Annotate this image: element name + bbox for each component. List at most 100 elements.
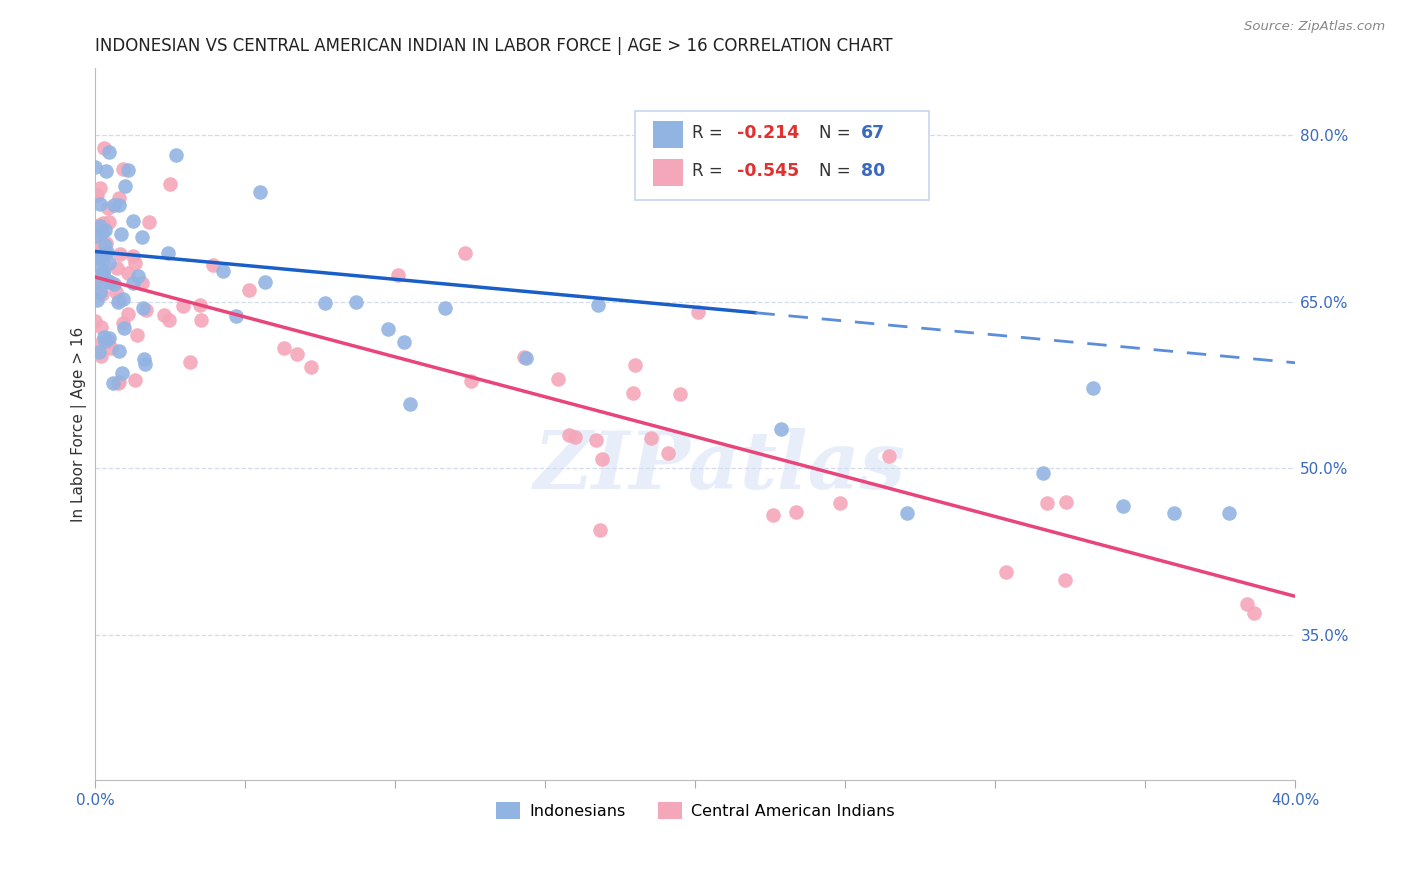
Point xyxy=(89,285,111,299)
Point xyxy=(159,177,181,191)
Point xyxy=(108,198,131,212)
Point xyxy=(87,344,110,359)
Point xyxy=(547,371,569,385)
Point xyxy=(84,188,107,202)
Text: 80: 80 xyxy=(860,162,886,180)
Point xyxy=(589,523,612,537)
Point xyxy=(94,245,117,260)
Point xyxy=(84,160,107,174)
Point xyxy=(591,451,613,466)
Y-axis label: In Labor Force | Age > 16: In Labor Force | Age > 16 xyxy=(72,326,87,522)
Point xyxy=(134,357,156,371)
Point xyxy=(994,566,1017,580)
Point xyxy=(132,301,155,315)
Point xyxy=(103,277,125,291)
Point xyxy=(114,178,136,193)
Point xyxy=(165,148,187,162)
Point xyxy=(225,310,247,324)
Point xyxy=(105,261,128,276)
Point xyxy=(86,293,108,307)
Point xyxy=(91,252,114,267)
Point xyxy=(624,358,647,372)
Point xyxy=(117,163,139,178)
Point xyxy=(108,246,131,260)
Point xyxy=(97,334,120,348)
Point xyxy=(96,275,118,289)
FancyBboxPatch shape xyxy=(654,159,683,186)
Point xyxy=(1236,597,1258,611)
Point xyxy=(392,335,415,350)
Point xyxy=(93,329,115,343)
Point xyxy=(515,351,537,365)
Point xyxy=(108,343,131,358)
FancyBboxPatch shape xyxy=(636,111,929,200)
Point xyxy=(108,293,131,308)
Point xyxy=(785,505,807,519)
Point xyxy=(97,145,120,159)
Point xyxy=(1036,496,1059,510)
Point xyxy=(190,298,212,312)
Point xyxy=(93,141,115,155)
Point xyxy=(86,188,108,202)
Point xyxy=(762,508,785,522)
Point xyxy=(585,434,607,448)
Point xyxy=(238,284,260,298)
Point xyxy=(90,349,112,363)
Point xyxy=(100,341,122,355)
Point xyxy=(135,303,157,318)
Point xyxy=(212,264,235,278)
Point xyxy=(91,225,114,239)
Point xyxy=(172,299,194,313)
Point xyxy=(94,334,117,348)
Point xyxy=(657,446,679,460)
Point xyxy=(131,230,153,244)
Text: -0.545: -0.545 xyxy=(737,162,800,180)
Point xyxy=(1054,495,1077,509)
Point xyxy=(153,308,176,322)
Point xyxy=(84,314,107,328)
Point xyxy=(91,264,114,278)
Point xyxy=(105,285,128,299)
Point xyxy=(122,249,145,263)
Point xyxy=(621,386,644,401)
Point xyxy=(828,495,851,509)
Point xyxy=(84,273,107,287)
Point xyxy=(103,198,125,212)
Point xyxy=(1218,506,1240,520)
Point xyxy=(111,292,134,306)
Text: N =: N = xyxy=(818,124,856,142)
Point xyxy=(94,237,117,252)
Point xyxy=(108,191,131,205)
Point xyxy=(122,276,145,290)
Point xyxy=(156,245,179,260)
Legend: Indonesians, Central American Indians: Indonesians, Central American Indians xyxy=(489,796,901,825)
Point xyxy=(138,215,160,229)
Point xyxy=(89,219,111,234)
Point xyxy=(112,320,135,334)
Point xyxy=(1053,573,1076,587)
Point xyxy=(201,258,224,272)
Point xyxy=(107,294,129,309)
Text: 67: 67 xyxy=(860,124,886,142)
Point xyxy=(89,219,111,233)
Text: -0.214: -0.214 xyxy=(737,124,800,142)
Text: ZIPatlas: ZIPatlas xyxy=(533,428,905,506)
Point xyxy=(91,266,114,280)
Point xyxy=(253,275,276,289)
Point xyxy=(299,360,322,375)
Point xyxy=(879,449,901,463)
Point xyxy=(179,355,201,369)
Point xyxy=(460,374,482,388)
Point xyxy=(640,431,662,445)
Point xyxy=(686,305,709,319)
Point xyxy=(91,265,114,279)
Point xyxy=(117,266,139,280)
Point xyxy=(117,307,139,321)
Text: Source: ZipAtlas.com: Source: ZipAtlas.com xyxy=(1244,20,1385,33)
Point xyxy=(111,161,134,176)
Text: INDONESIAN VS CENTRAL AMERICAN INDIAN IN LABOR FORCE | AGE > 16 CORRELATION CHAR: INDONESIAN VS CENTRAL AMERICAN INDIAN IN… xyxy=(96,37,893,55)
Point xyxy=(1032,467,1054,481)
Point xyxy=(97,215,120,229)
Point xyxy=(96,244,118,259)
Point xyxy=(588,298,610,312)
